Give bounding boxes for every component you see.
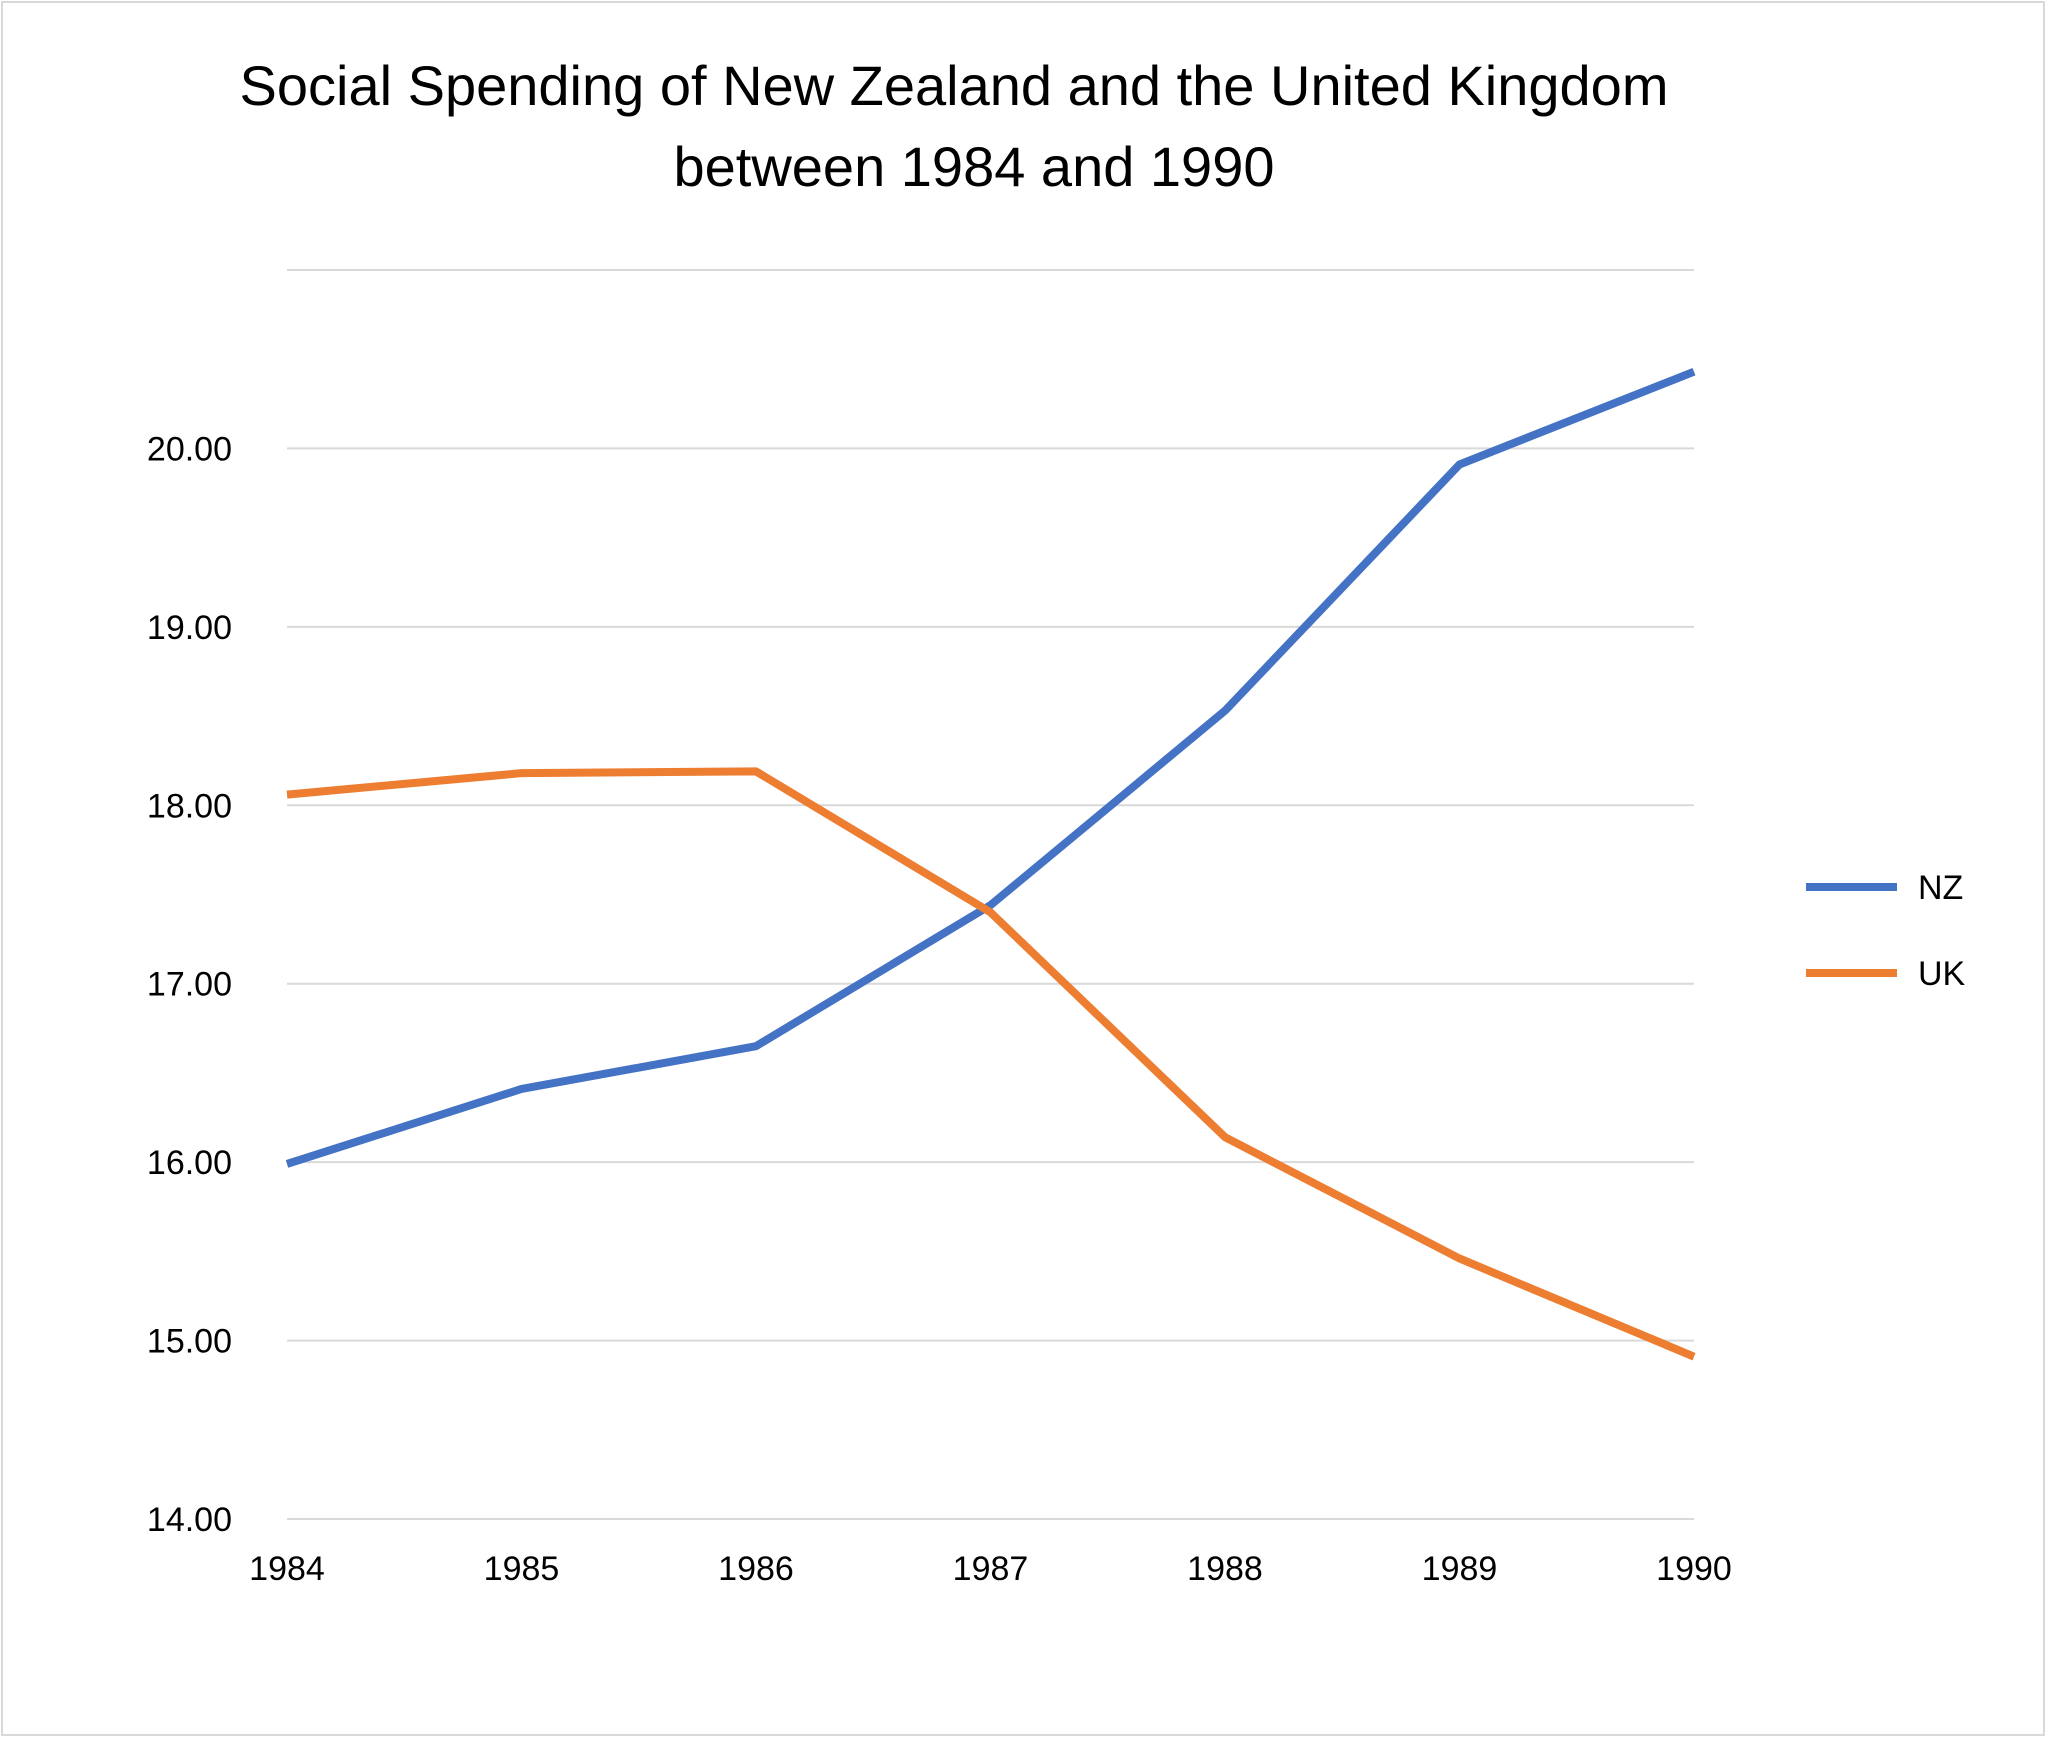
y-tick-label: 16.00 <box>147 1144 232 1182</box>
series-lines <box>285 367 1696 1361</box>
x-axis-tick-labels: 1984 1985 1986 1987 1988 1989 1990 <box>249 1550 1732 1588</box>
x-tick-label: 1985 <box>484 1550 560 1588</box>
series-line-nz <box>285 367 1696 1168</box>
y-tick-label: 20.00 <box>147 430 232 468</box>
x-tick-label: 1987 <box>953 1550 1029 1588</box>
x-tick-label: 1989 <box>1422 1550 1498 1588</box>
y-tick-label: 15.00 <box>147 1323 232 1361</box>
y-tick-label: 19.00 <box>147 609 232 647</box>
chart-title-line-2: between 1984 and 1990 <box>674 135 1275 198</box>
x-tick-label: 1990 <box>1656 1550 1732 1588</box>
x-tick-label: 1988 <box>1187 1550 1263 1588</box>
y-axis-tick-labels: 14.00 15.00 16.00 17.00 18.00 19.00 20.00 <box>147 430 232 1539</box>
y-tick-label: 18.00 <box>147 787 232 825</box>
x-tick-label: 1984 <box>249 1550 325 1588</box>
legend-label-uk: UK <box>1918 955 1966 993</box>
gridlines <box>287 269 1694 1520</box>
y-tick-label: 17.00 <box>147 966 232 1004</box>
y-tick-label: 14.00 <box>147 1501 232 1539</box>
x-tick-label: 1986 <box>718 1550 794 1588</box>
legend: NZ UK <box>1806 869 1966 993</box>
legend-label-nz: NZ <box>1918 869 1963 907</box>
series-line-uk <box>286 767 1696 1361</box>
chart-title-line-1: Social Spending of New Zealand and the U… <box>240 54 1669 117</box>
chart-title: Social Spending of New Zealand and the U… <box>240 54 1669 198</box>
